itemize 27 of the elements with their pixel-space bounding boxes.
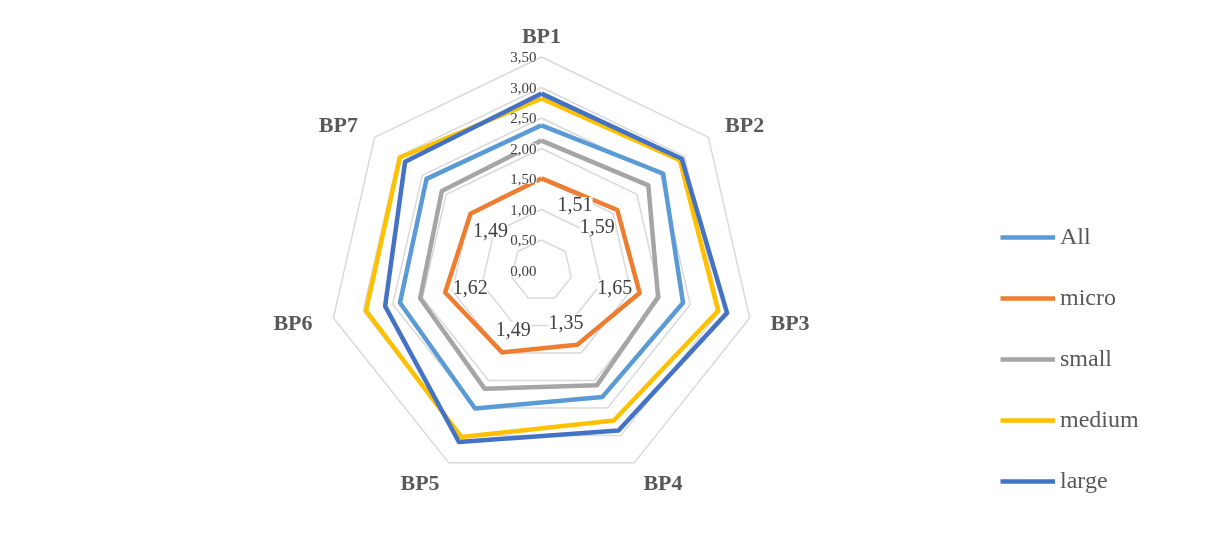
spoke-label: BP2	[725, 111, 765, 137]
y-tick-label: 0,50	[510, 232, 537, 248]
y-tick-label: 0,00	[510, 262, 537, 279]
y-tick-label: 3,00	[510, 79, 537, 96]
y-tick-label: 2,00	[510, 140, 537, 157]
legend-label: micro	[1060, 284, 1116, 311]
data-label: 1,62	[452, 275, 488, 298]
spoke-label: BP7	[318, 111, 358, 137]
legend-label: large	[1060, 467, 1108, 494]
data-label: 1,49	[495, 318, 531, 341]
legend-label: All	[1060, 223, 1091, 250]
spoke-label: BP4	[643, 469, 683, 495]
data-label: 1,35	[548, 310, 584, 333]
spoke-label: BP1	[521, 23, 562, 49]
data-label: 1,49	[472, 218, 508, 241]
y-tick-label: 1,00	[510, 201, 537, 218]
y-tick-label: 1,50	[510, 171, 537, 187]
y-tick-label: 2,50	[510, 110, 537, 126]
spoke-label: BP3	[770, 310, 810, 336]
spoke-label: BP5	[400, 469, 440, 495]
legend-label: medium	[1060, 406, 1139, 433]
data-label: 1,59	[579, 215, 615, 237]
legend-label: small	[1060, 345, 1112, 372]
spoke-label: BP6	[273, 310, 313, 336]
data-label: 1,65	[597, 276, 633, 299]
data-label: 1,51	[557, 193, 593, 216]
y-tick-label: 3,50	[510, 49, 537, 65]
